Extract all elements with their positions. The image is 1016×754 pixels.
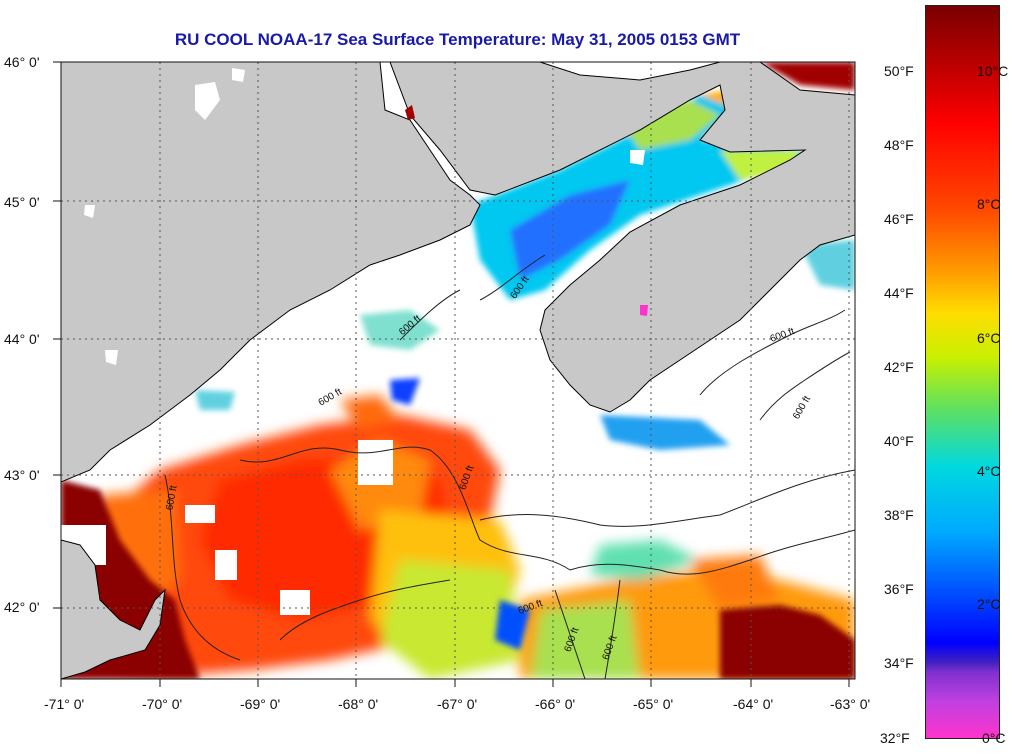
lon-tick-label: -63° 0': [830, 696, 871, 712]
temperature-colorbar: [925, 5, 1000, 739]
celsius-label: 0°C: [982, 730, 1006, 746]
lon-tick-label: -68° 0': [338, 696, 379, 712]
lat-tick-label: 45° 0': [4, 194, 40, 210]
fahrenheit-label: 48°F: [884, 137, 914, 153]
sst-field-south: [90, 395, 855, 679]
lon-tick-label: -71° 0': [44, 696, 85, 712]
cloud-specks: [84, 68, 645, 365]
fahrenheit-label: 36°F: [884, 581, 914, 597]
sst-bay-of-fundy: [195, 90, 855, 450]
lon-tick-label: -70° 0': [142, 696, 183, 712]
celsius-label: 8°C: [977, 196, 1001, 212]
celsius-label: 10°C: [977, 63, 1009, 79]
bathymetry-contours: [164, 254, 855, 679]
fahrenheit-label: 50°F: [884, 63, 914, 79]
lat-tick-label: 42° 0': [4, 599, 40, 615]
fahrenheit-label: 32°F: [880, 730, 910, 746]
lon-tick-label: -66° 0': [535, 696, 576, 712]
fahrenheit-label: 42°F: [884, 359, 914, 375]
lat-tick-label: 46° 0': [4, 54, 40, 70]
land-mass: [61, 62, 855, 679]
celsius-label: 4°C: [977, 463, 1001, 479]
lon-tick-label: -64° 0': [733, 696, 774, 712]
fahrenheit-label: 46°F: [884, 211, 914, 227]
lon-tick-label: -69° 0': [240, 696, 281, 712]
fahrenheit-label: 44°F: [884, 285, 914, 301]
fahrenheit-label: 34°F: [884, 655, 914, 671]
map-title: RU COOL NOAA-17 Sea Surface Temperature:…: [174, 30, 741, 49]
lat-tick-label: 43° 0': [4, 467, 40, 483]
map-frame: [60, 61, 856, 680]
celsius-label: 2°C: [977, 596, 1001, 612]
lat-lon-grid: [61, 62, 855, 679]
celsius-label: 6°C: [977, 330, 1001, 346]
lon-tick-label: -67° 0': [437, 696, 478, 712]
lon-tick-label: -65° 0': [633, 696, 674, 712]
fahrenheit-label: 40°F: [884, 433, 914, 449]
lat-tick-label: 44° 0': [4, 331, 40, 347]
fahrenheit-label: 38°F: [884, 507, 914, 523]
